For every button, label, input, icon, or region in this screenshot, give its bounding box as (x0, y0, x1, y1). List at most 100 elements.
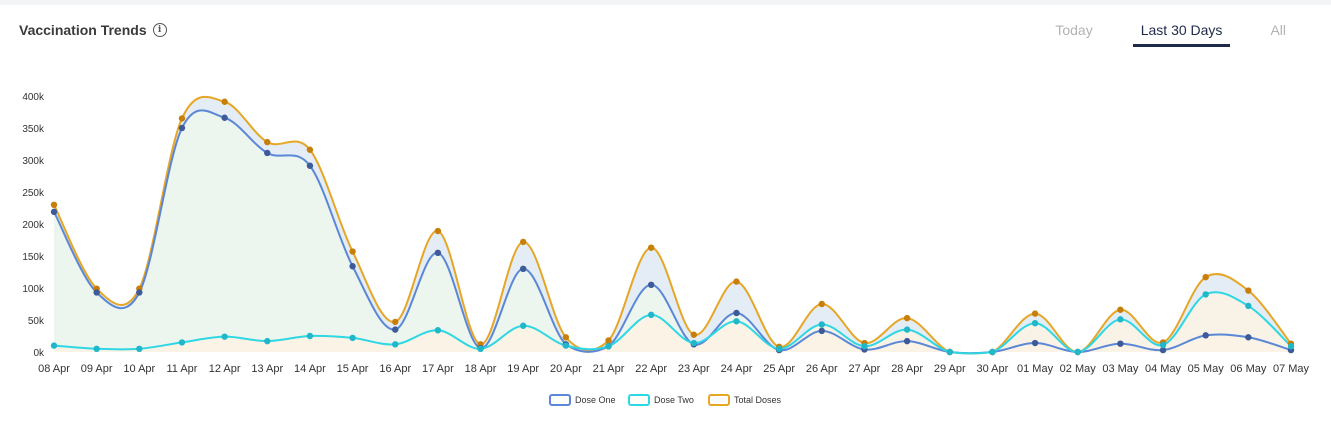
dose-two-point[interactable] (1202, 291, 1209, 298)
x-axis: 08 Apr 09 Apr 10 Apr 11 Apr 12 Apr 13 Apr 14 A… (38, 363, 1309, 375)
dose-one-point[interactable] (306, 162, 314, 169)
dose-one-legend-label[interactable]: Dose One (575, 395, 616, 405)
x-tick-label: 10 Apr (123, 363, 155, 375)
dose-two-point[interactable] (946, 348, 953, 356)
dose-two-point[interactable] (690, 339, 698, 347)
chart-legend[interactable]: Dose One Dose Two Total Doses (549, 394, 782, 406)
dose-two-legend-label[interactable]: Dose Two (654, 395, 694, 405)
total-doses-point[interactable] (1117, 306, 1124, 313)
dose-two-point[interactable] (349, 334, 356, 342)
tab-today[interactable]: Today (1055, 22, 1093, 38)
dose-one-point[interactable] (1159, 346, 1167, 354)
dose-two-point[interactable] (1159, 341, 1167, 349)
total-doses-point[interactable] (1031, 310, 1039, 317)
dose-one-point[interactable] (1245, 334, 1252, 341)
total-doses-point[interactable] (349, 248, 356, 255)
total-doses-point[interactable] (306, 146, 314, 153)
chart-markers (50, 98, 1295, 356)
tab-last-30-days[interactable]: Last 30 Days (1132, 18, 1231, 47)
dose-two-point[interactable] (1117, 316, 1124, 323)
total-doses-point[interactable] (903, 314, 911, 322)
x-tick-label: 21 Apr (593, 363, 625, 375)
dose-one-point[interactable] (1202, 332, 1209, 339)
tab-all[interactable]: All (1270, 22, 1286, 38)
x-tick-label: 04 May (1145, 363, 1182, 375)
dose-two-point[interactable] (1287, 343, 1295, 350)
dose-one-point[interactable] (1031, 339, 1039, 347)
dose-two-point[interactable] (605, 343, 612, 350)
dose-two-point[interactable] (733, 318, 740, 325)
dose-two-point[interactable] (1245, 302, 1252, 310)
x-tick-label: 15 Apr (337, 363, 369, 375)
total-doses-point[interactable] (221, 98, 228, 105)
dose-two-point[interactable] (562, 342, 570, 349)
dose-two-point[interactable] (903, 326, 911, 333)
dose-one-point[interactable] (818, 327, 825, 335)
total-doses-point[interactable] (1245, 287, 1252, 294)
total-doses-legend-label[interactable]: Total Doses (734, 395, 782, 405)
dose-two-point[interactable] (1031, 320, 1039, 327)
dose-two-point[interactable] (818, 321, 825, 328)
x-tick-label: 09 Apr (81, 363, 113, 375)
dose-one-point[interactable] (392, 326, 399, 333)
dose-one-point[interactable] (520, 265, 527, 272)
total-doses-point[interactable] (818, 300, 825, 308)
dose-two-point[interactable] (264, 337, 271, 345)
x-tick-label: 26 Apr (806, 363, 838, 375)
dose-two-point[interactable] (392, 341, 399, 348)
dose-two-point[interactable] (178, 339, 186, 346)
total-doses-point[interactable] (264, 138, 271, 146)
dose-two-point[interactable] (93, 345, 100, 352)
total-doses-legend-swatch[interactable] (708, 394, 730, 406)
x-tick-label: 22 Apr (635, 363, 667, 375)
dose-two-point[interactable] (434, 327, 442, 334)
dose-two-point[interactable] (477, 345, 484, 352)
dose-two-point[interactable] (221, 333, 228, 340)
dose-two-point[interactable] (989, 348, 996, 356)
total-doses-point[interactable] (1202, 273, 1209, 281)
dose-one-point[interactable] (733, 309, 740, 317)
dose-two-point[interactable] (50, 342, 58, 349)
x-tick-label: 19 Apr (507, 363, 539, 375)
dose-two-point[interactable] (647, 311, 655, 319)
dose-one-point[interactable] (349, 263, 356, 270)
total-doses-point[interactable] (520, 238, 527, 246)
dose-one-point[interactable] (903, 337, 911, 345)
dose-two-point[interactable] (136, 345, 143, 352)
x-tick-label: 28 Apr (891, 363, 923, 375)
dose-one-point[interactable] (264, 149, 271, 157)
dose-one-legend-swatch[interactable] (549, 394, 571, 406)
y-axis: 0k 50k 100k 150k 200k 250k 300k 350k 400k (22, 92, 45, 359)
total-doses-point[interactable] (392, 318, 399, 326)
dose-one-point[interactable] (93, 289, 100, 296)
x-tick-label: 23 Apr (678, 363, 710, 375)
x-tick-label: 07 May (1273, 363, 1310, 375)
total-doses-point[interactable] (605, 337, 612, 344)
total-doses-point[interactable] (50, 201, 58, 208)
dose-two-point[interactable] (1074, 348, 1081, 356)
dose-one-point[interactable] (434, 249, 442, 256)
total-doses-point[interactable] (733, 278, 740, 285)
total-doses-point[interactable] (178, 115, 186, 122)
time-range-tabs: Today Last 30 Days All (1015, 18, 1286, 47)
x-tick-label: 11 Apr (166, 363, 197, 375)
dose-two-legend-swatch[interactable] (628, 394, 650, 406)
dose-two-point[interactable] (520, 322, 527, 329)
dose-one-point[interactable] (136, 289, 143, 296)
dose-one-point[interactable] (50, 208, 58, 216)
y-tick-label: 100k (22, 284, 45, 295)
total-doses-point[interactable] (434, 227, 442, 235)
dose-two-point[interactable] (861, 343, 868, 350)
info-icon[interactable]: i (152, 23, 167, 37)
dose-one-point[interactable] (647, 281, 655, 288)
total-doses-point[interactable] (690, 331, 698, 338)
dose-one-point[interactable] (178, 124, 186, 132)
x-tick-label: 24 Apr (721, 363, 753, 375)
dose-one-point[interactable] (221, 114, 228, 121)
total-doses-point[interactable] (647, 244, 655, 251)
dose-two-point[interactable] (306, 332, 314, 340)
total-doses-point[interactable] (562, 334, 570, 341)
y-tick-label: 350k (22, 124, 45, 135)
dose-two-point[interactable] (775, 345, 783, 352)
dose-one-point[interactable] (1117, 340, 1124, 347)
